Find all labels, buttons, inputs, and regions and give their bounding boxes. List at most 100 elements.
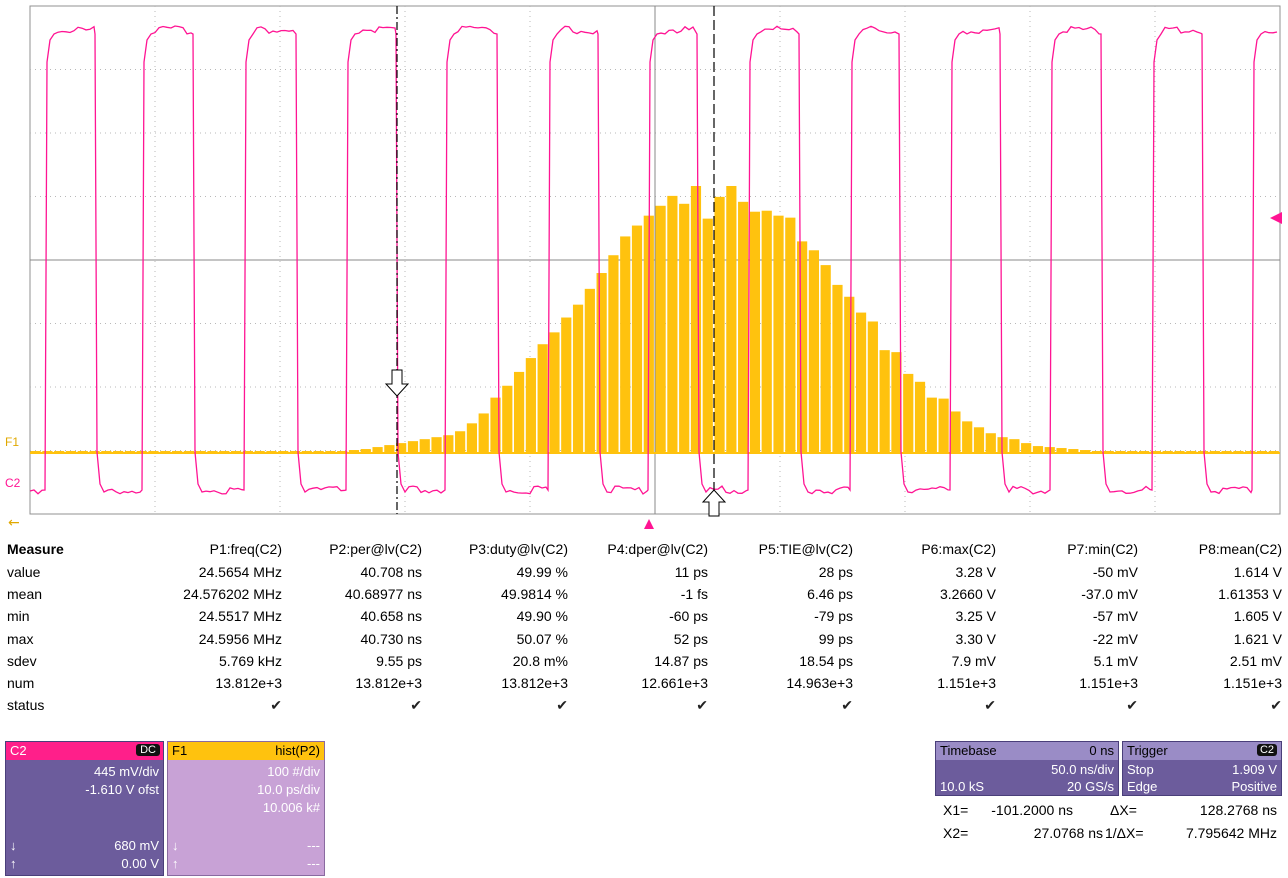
measurement-header-row: Measure P1:freq(C2) P2:per@lv(C2) P3:dut… — [0, 537, 1282, 561]
measurement-cell: 40.658 ns — [360, 608, 423, 625]
row-label: status — [7, 697, 45, 714]
histogram-bar — [478, 413, 489, 453]
trigger-descriptor[interactable]: Trigger C2 Stop 1.909 V Edge Positive — [1122, 741, 1282, 796]
function-f1-descriptor[interactable]: F1 hist(P2) 100 #/div 10.0 ps/div 10.006… — [167, 741, 325, 876]
histogram-bar — [525, 358, 536, 453]
measurement-cell: 3.30 V — [955, 630, 996, 647]
status-check-icon: ✔ — [410, 696, 422, 713]
measurement-cell: 3.2660 V — [939, 586, 996, 603]
timebase-delay: 0 ns — [1089, 743, 1114, 758]
c2-vdiv: 445 mV/div — [93, 764, 159, 779]
histogram-bar — [985, 433, 996, 453]
row-label: value — [7, 564, 41, 581]
table-row: value 24.5654 MHz 40.708 ns 49.99 % 11 ps 28 … — [0, 561, 1282, 583]
measurement-cell: 13.812e+3 — [501, 675, 568, 692]
arrow-up-cursor-icon[interactable] — [701, 489, 727, 517]
col-p8[interactable]: P8:mean(C2) — [1198, 541, 1282, 557]
histogram-bar — [407, 441, 419, 453]
f1-trace-label: F1 — [5, 435, 19, 449]
measurement-cell: 40.708 ns — [360, 564, 423, 581]
histogram-bar — [490, 397, 501, 453]
table-row: num 13.812e+3 13.812e+3 13.812e+3 12.661e+3 1… — [0, 672, 1282, 694]
timebase-rate: 20 GS/s — [1067, 779, 1114, 794]
dx-value: 128.2768 ns — [1199, 802, 1277, 818]
col-p3[interactable]: P3:duty@lv(C2) — [468, 541, 568, 557]
measurement-cell: 50.07 % — [516, 630, 568, 647]
c2-offset: -1.610 V ofst — [85, 782, 159, 797]
scroll-left-icon[interactable]: ← — [8, 515, 20, 531]
histogram-bar — [738, 201, 749, 453]
histogram-bar — [549, 332, 560, 453]
measurement-cell: -60 ps — [669, 608, 708, 625]
histogram-bar — [844, 296, 855, 453]
col-p2[interactable]: P2:per@lv(C2) — [329, 541, 422, 557]
dc-coupling-badge: DC — [136, 744, 160, 756]
measurement-cell: -79 ps — [814, 608, 853, 625]
measure-title: Measure — [7, 541, 64, 557]
histogram-bar — [1021, 443, 1032, 453]
status-check-icon: ✔ — [1270, 696, 1282, 713]
status-check-icon: ✔ — [984, 696, 996, 713]
status-check-icon: ✔ — [556, 696, 568, 713]
histogram-bar — [360, 449, 371, 453]
measurement-cell: 1.151e+3 — [937, 675, 996, 692]
trigger-source-badge: C2 — [1256, 744, 1277, 756]
histogram-bar — [419, 439, 430, 453]
row-label: max — [7, 630, 34, 647]
histogram-bar — [785, 217, 796, 453]
histogram-bar — [808, 250, 819, 453]
histogram-bar — [372, 447, 383, 453]
measurement-cell: 99 ps — [818, 630, 853, 647]
table-row: sdev 5.769 kHz 9.55 ps 20.8 m% 14.87 ps 18.54… — [0, 650, 1282, 672]
measurement-cell: -57 mV — [1092, 608, 1138, 625]
histogram-bar — [950, 411, 961, 453]
f1-count: 10.006 k# — [262, 800, 320, 815]
measurement-cell: 1.621 V — [1233, 630, 1282, 647]
measurement-cell: 24.5956 MHz — [198, 630, 282, 647]
f1-name: F1 — [172, 743, 188, 758]
measurement-cell: 28 ps — [818, 564, 853, 581]
c2-name: C2 — [10, 743, 27, 758]
timebase-header: Timebase 0 ns — [936, 742, 1118, 760]
measurement-cell: 20.8 m% — [512, 652, 568, 669]
col-p4[interactable]: P4:dper@lv(C2) — [607, 541, 708, 557]
trigger-mode: Stop — [1127, 762, 1154, 777]
histogram-bar — [443, 435, 454, 453]
measurement-cell: -22 mV — [1092, 630, 1138, 647]
measurement-cell: 11 ps — [674, 564, 708, 581]
measurement-cell: 1.614 V — [1233, 564, 1282, 581]
c2-waveform — [29, 25, 1278, 495]
histogram-bar — [620, 236, 631, 453]
measurement-cell: 5.1 mV — [1093, 652, 1138, 669]
col-p1[interactable]: P1:freq(C2) — [209, 541, 282, 557]
measurement-cell: 3.28 V — [955, 564, 996, 581]
histogram-bar — [855, 312, 867, 453]
measurement-cell: 5.769 kHz — [218, 652, 282, 669]
col-p5[interactable]: P5:TIE@lv(C2) — [758, 541, 853, 557]
measurement-cell: 13.812e+3 — [215, 675, 282, 692]
histogram-bar — [962, 421, 973, 453]
timebase-descriptor[interactable]: Timebase 0 ns 50.0 ns/div 10.0 kS 20 GS/… — [935, 741, 1119, 796]
col-p7[interactable]: P7:min(C2) — [1067, 541, 1138, 557]
measurement-cell: 14.963e+3 — [786, 675, 853, 692]
x1-label: X1= — [943, 802, 969, 818]
histogram-bar — [513, 371, 525, 453]
waveform-display[interactable]: F1 C2 ← — [0, 0, 1288, 532]
measurement-cell: 14.87 ps — [654, 652, 708, 669]
measurement-cell: 6.46 ps — [807, 586, 853, 603]
histogram-bar — [938, 398, 949, 453]
histogram-bar — [1068, 449, 1079, 453]
histogram-bar — [608, 255, 619, 453]
histogram-bar — [1080, 450, 1091, 453]
trigger-type: Edge — [1127, 779, 1158, 794]
c2-trace-label: C2 — [5, 476, 21, 490]
measurement-cell: 3.25 V — [955, 608, 996, 625]
arrow-down-cursor-icon[interactable] — [384, 369, 410, 397]
up-arrow-icon: ↑ — [172, 856, 179, 871]
measurement-cell: 9.55 ps — [376, 652, 422, 669]
channel-c2-descriptor[interactable]: C2 DC 445 mV/div -1.610 V ofst ↓ 680 mV … — [5, 741, 164, 876]
histogram-bar — [348, 450, 360, 453]
down-arrow-icon: ↓ — [172, 838, 179, 853]
measurement-cell: -1 fs — [680, 586, 708, 603]
col-p6[interactable]: P6:max(C2) — [921, 541, 996, 557]
